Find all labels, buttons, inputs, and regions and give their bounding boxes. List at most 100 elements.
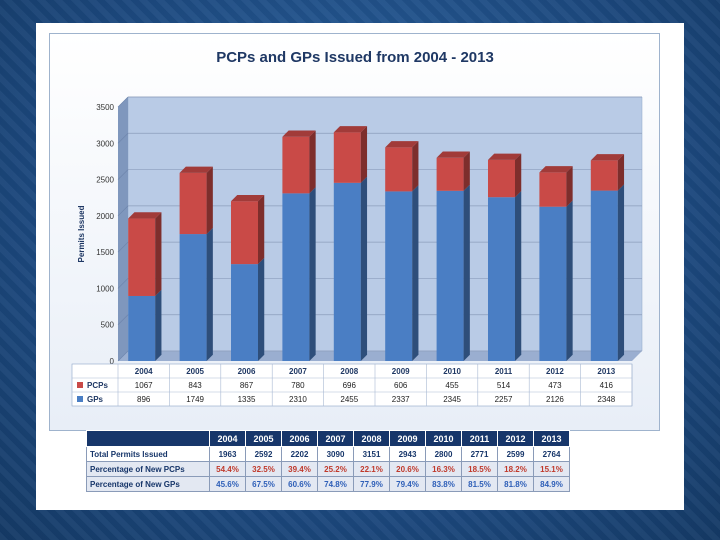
- stats-year-header: 2010: [425, 430, 462, 447]
- bar-pcps-top: [282, 130, 316, 137]
- bar-pcps-front: [590, 160, 618, 191]
- bar-gps-side: [566, 200, 573, 361]
- bar-gps-side: [463, 184, 470, 361]
- y-tick-label: 1000: [96, 284, 114, 293]
- y-tick-label: 3000: [96, 139, 114, 148]
- stats-cell: 81.8%: [497, 476, 534, 492]
- x-tick-label: 2010: [443, 367, 461, 376]
- legend-swatch-pcps: [77, 382, 83, 388]
- stats-cell: 74.8%: [317, 476, 354, 492]
- stats-row-label: Percentage of New PCPs: [86, 461, 210, 477]
- stats-year-header: 2013: [533, 430, 570, 447]
- bar-pcps-front: [128, 218, 156, 296]
- data-table-value: 2348: [597, 395, 615, 404]
- slide: PCPs and GPs Issued from 2004 - 2013 0 500…: [36, 23, 684, 510]
- bar-gps-side: [206, 227, 213, 361]
- chart-frame: PCPs and GPs Issued from 2004 - 2013 0 500…: [49, 33, 660, 431]
- legend-label-gps: GPs: [87, 395, 104, 404]
- stats-corner-cell: [86, 430, 210, 447]
- y-tick-label: 500: [101, 321, 115, 330]
- bar-pcps-top: [128, 212, 162, 219]
- bar-gps-side: [617, 184, 625, 361]
- bar-pcps-front: [488, 159, 515, 198]
- stats-row-total: Total Permits Issued 1963 2592 2202 3090…: [86, 446, 570, 462]
- legend-swatch-gps: [77, 396, 83, 402]
- data-table-value: 455: [445, 381, 459, 390]
- stats-cell: 22.1%: [353, 461, 390, 477]
- bar-pcps-side: [412, 141, 419, 192]
- stats-cell: 2800: [425, 446, 462, 462]
- bar-gps-side: [412, 185, 419, 361]
- bar-pcps-front: [179, 172, 207, 235]
- stats-year-header: 2005: [245, 430, 282, 447]
- legend-label-pcps: PCPs: [87, 381, 108, 390]
- stats-cell: 3151: [353, 446, 390, 462]
- stats-row-pcp-percent: Percentage of New PCPs 54.4% 32.5% 39.4%…: [86, 461, 570, 477]
- stats-cell: 77.9%: [353, 476, 390, 492]
- x-tick-label: 2004: [135, 367, 153, 376]
- x-tick-label: 2013: [597, 367, 615, 376]
- bar-pcps-top: [590, 154, 625, 161]
- bar-pcps-top: [333, 126, 368, 133]
- data-table-value: 696: [343, 381, 357, 390]
- bar-pcps-side: [155, 212, 162, 296]
- bar-pcps-side: [309, 130, 316, 194]
- stats-cell: 2599: [497, 446, 534, 462]
- bar-pcps-side: [617, 154, 625, 191]
- bar-pcps-top: [179, 166, 213, 173]
- stats-cell: 2764: [533, 446, 570, 462]
- data-table-value: 2126: [546, 395, 564, 404]
- stats-cell: 2592: [245, 446, 282, 462]
- stats-cell: 79.4%: [389, 476, 426, 492]
- y-tick-label: 2000: [96, 212, 114, 221]
- chart-title: PCPs and GPs Issued from 2004 - 2013: [216, 49, 494, 66]
- stats-year-header: 2012: [497, 430, 534, 447]
- stats-cell: 84.9%: [533, 476, 570, 492]
- x-tick-label: 2009: [392, 367, 410, 376]
- bar-gps-front: [385, 191, 413, 361]
- x-tick-label: 2007: [289, 367, 307, 376]
- y-tick-label: 1500: [96, 248, 114, 257]
- data-table-bg: [71, 363, 633, 407]
- data-table-value: 2257: [495, 395, 513, 404]
- stats-year-header: 2008: [353, 430, 390, 447]
- stats-row-label: Total Permits Issued: [86, 446, 210, 462]
- stats-cell: 2943: [389, 446, 426, 462]
- bar-pcps-front: [231, 201, 258, 265]
- x-tick-label: 2012: [546, 367, 564, 376]
- y-axis-label: Permits Issued: [77, 205, 86, 262]
- stats-cell: 39.4%: [281, 461, 318, 477]
- bar-pcps-front: [333, 132, 361, 183]
- x-tick-label: 2006: [238, 367, 256, 376]
- stats-cell: 15.1%: [533, 461, 570, 477]
- bar-pcps-top: [385, 141, 419, 148]
- plot-side-wall: [118, 97, 128, 361]
- bar-pcps-side: [206, 166, 213, 235]
- data-table-value: 2455: [340, 395, 358, 404]
- stats-year-header: 2007: [317, 430, 354, 447]
- stats-cell: 1963: [209, 446, 246, 462]
- bar-pcps-top: [231, 194, 265, 202]
- bar-gps-front: [488, 197, 515, 361]
- stats-cell: 18.5%: [461, 461, 498, 477]
- stats-year-header: 2006: [281, 430, 318, 447]
- bar-pcps-front: [539, 172, 567, 207]
- stats-table: 2004 2005 2006 2007 2008 2009 2010 2011 …: [86, 430, 570, 492]
- x-tick-label: 2011: [495, 367, 513, 376]
- data-table-value: 2337: [392, 395, 410, 404]
- data-table-value: 606: [394, 381, 408, 390]
- stats-year-header: 2011: [461, 430, 498, 447]
- gridline-side: [117, 314, 129, 325]
- stats-cell: 2771: [461, 446, 498, 462]
- data-table-value: 1067: [135, 381, 153, 390]
- bar-gps-side: [155, 289, 162, 361]
- gridline-side: [117, 133, 129, 144]
- stats-cell: 18.2%: [497, 461, 534, 477]
- data-table-value: 1749: [186, 395, 204, 404]
- bar-gps-front: [231, 264, 258, 361]
- bar-gps-side: [515, 190, 522, 361]
- bar-pcps-side: [566, 166, 573, 207]
- y-tick-label: 2500: [96, 176, 114, 185]
- y-tick-label: 3500: [96, 103, 114, 112]
- data-table-value: 473: [548, 381, 562, 390]
